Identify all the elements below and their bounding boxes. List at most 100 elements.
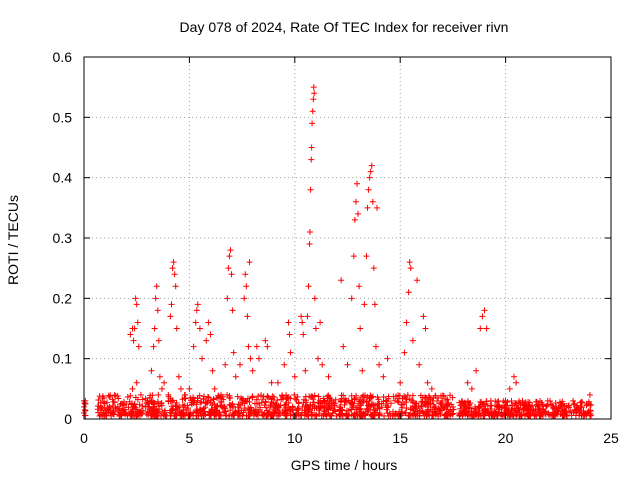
data-point: [543, 402, 550, 409]
data-point: [432, 403, 439, 410]
data-point: [311, 295, 318, 302]
data-point: [340, 343, 347, 350]
data-point: [306, 406, 313, 413]
data-point: [514, 405, 521, 412]
data-point: [468, 385, 475, 392]
data-point: [374, 394, 381, 401]
data-point: [132, 394, 139, 401]
data-point: [155, 403, 162, 410]
data-point: [129, 401, 136, 408]
data-point: [501, 404, 508, 411]
data-point: [182, 391, 189, 398]
x-tick-label: 20: [498, 430, 514, 446]
data-point: [495, 404, 502, 411]
data-point: [102, 406, 109, 413]
data-point: [488, 412, 495, 419]
data-point: [371, 412, 378, 419]
data-point: [175, 373, 182, 380]
x-tick-label: 10: [287, 430, 303, 446]
data-point: [154, 410, 161, 417]
data-point: [264, 343, 271, 350]
data-point: [337, 411, 344, 418]
data-point: [406, 259, 413, 266]
data-point: [291, 373, 298, 380]
data-point: [247, 404, 254, 411]
data-point: [194, 395, 201, 402]
data-point: [246, 259, 253, 266]
data-point: [259, 396, 266, 403]
data-point: [165, 397, 172, 404]
data-point: [129, 385, 136, 392]
data-point: [439, 403, 446, 410]
data-point: [322, 408, 329, 415]
data-point: [271, 406, 278, 413]
data-point: [342, 395, 349, 402]
data-point: [171, 412, 178, 419]
data-point: [133, 379, 140, 386]
data-point: [474, 408, 481, 415]
data-point: [304, 313, 311, 320]
data-point: [429, 412, 436, 419]
y-axis-label: ROTI / TECUs: [5, 195, 21, 285]
data-point: [114, 403, 121, 410]
data-point: [313, 412, 320, 419]
data-point: [344, 361, 351, 368]
data-point: [308, 410, 315, 417]
data-point: [82, 406, 89, 413]
data-point: [99, 393, 106, 400]
data-point: [402, 409, 409, 416]
data-point: [561, 403, 568, 410]
data-point: [146, 403, 153, 410]
data-point: [506, 412, 513, 419]
data-point: [173, 325, 180, 332]
data-point: [380, 394, 387, 401]
data-point: [279, 409, 286, 416]
data-point: [189, 396, 196, 403]
data-point: [263, 412, 270, 419]
data-point: [196, 325, 203, 332]
data-point: [205, 394, 212, 401]
data-point: [311, 90, 318, 97]
data-point: [458, 402, 465, 409]
data-point: [139, 402, 146, 409]
data-point: [414, 277, 421, 284]
data-point: [495, 398, 502, 405]
data-point: [407, 265, 414, 272]
data-point: [374, 204, 381, 211]
data-point: [551, 412, 558, 419]
data-point: [315, 407, 322, 414]
x-axis-label: GPS time / hours: [291, 457, 398, 473]
data-point: [422, 325, 429, 332]
data-point: [301, 412, 308, 419]
data-point: [148, 367, 155, 374]
chart-title: Day 078 of 2024, Rate Of TEC Index for r…: [180, 19, 509, 35]
data-point: [308, 144, 315, 151]
data-point: [95, 409, 102, 416]
data-point: [249, 367, 256, 374]
data-point: [387, 400, 394, 407]
data-point: [250, 412, 257, 419]
data-point: [186, 385, 193, 392]
data-point: [588, 412, 595, 419]
data-point: [237, 412, 244, 419]
data-point: [369, 198, 376, 205]
data-point: [273, 401, 280, 408]
data-point: [144, 397, 151, 404]
data-point: [267, 402, 274, 409]
data-point: [385, 403, 392, 410]
data-point: [554, 411, 561, 418]
data-point: [144, 409, 151, 416]
data-point: [397, 379, 404, 386]
data-point: [245, 412, 252, 419]
data-point: [311, 412, 318, 419]
data-point: [372, 343, 379, 350]
data-point: [294, 393, 301, 400]
data-point: [583, 400, 590, 407]
data-point: [415, 402, 422, 409]
data-point: [211, 385, 218, 392]
data-point: [229, 307, 236, 314]
data-point: [368, 394, 375, 401]
data-point: [501, 410, 508, 417]
data-point: [235, 401, 242, 408]
data-point: [190, 343, 197, 350]
